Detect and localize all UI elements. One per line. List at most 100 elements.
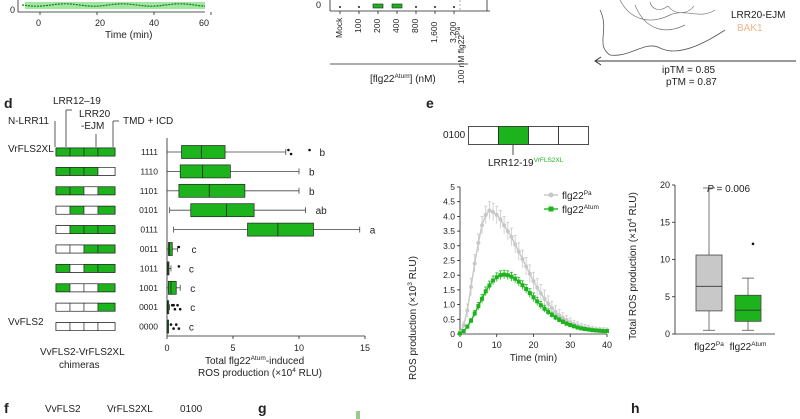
series-flg22atum-point [527,291,532,296]
construct-segment [83,264,99,273]
domain-label-tmd-icd: TMD + ICD [123,116,174,127]
significance-letter: c [190,303,195,314]
construct-segment [69,205,85,215]
series-flg22atum-point [458,331,462,336]
panel-e-box-ytick-label: 20 [660,180,670,190]
series-flg22atum-point [538,303,543,308]
series-flg22pa-point [509,234,514,239]
series-flg22pa-point [472,261,477,266]
panel-e-line-ytick-label: 2.0 [443,270,455,280]
top-left-xtick-0: 0 [36,18,42,28]
construct-segment [69,283,85,293]
series-flg22pa-point [516,249,521,254]
panel-e-line-chart: 0 0.5 1.0 1.5 2.0 2.5 3.0 3.5 4.0 4.5 5 0 10 20 30 40 Ti… [443,182,612,364]
top-mid-category-label: 800 [410,18,420,33]
row-code-label: 0001 [139,302,158,312]
top-mid-box [391,3,403,9]
series-flg22atum-point [461,329,466,334]
series-flg22pa-point [549,306,554,311]
panel-e-line-ytick-label: 3.5 [443,226,455,236]
series-flg22pa-point [461,323,466,328]
row-code-label: 0111 [140,225,158,235]
box-outlier [172,327,175,330]
series-flg22atum-point [542,306,547,311]
panel-e-line-xlabel: Time (min) [510,353,557,364]
construct-segment [69,167,85,176]
construct-segment [83,186,99,196]
top-mid-point [415,6,417,8]
construct-segment [97,147,116,157]
row-code-label: 1110 [140,166,158,176]
panel-d-xtick-label: 15 [360,343,370,353]
panel-e-box-category-label: flg22Atum [730,341,767,353]
panel-e-line-xtick-label: 40 [602,340,612,350]
top-left-ytick: 0 [10,5,16,15]
box-iqr [734,294,762,322]
series-flg22atum-point [505,273,510,278]
significance-letter: ab [316,206,328,217]
series-flg22pa-point [538,291,543,296]
panel-e-line-ytick-label: 4.0 [443,211,455,221]
box-outlier [289,152,293,156]
series-flg22atum-point [582,327,587,332]
series-flg22pa-point [480,223,485,228]
construct-segment [97,322,116,331]
panel-e-line-xtick-label: 20 [528,340,538,350]
panel-label-f: f [4,400,9,416]
panel-e-box-ytick-label: 5 [665,292,670,302]
panel-e-line-ytick-label: 2.5 [443,256,455,266]
series-flg22atum-point [480,296,485,301]
series-flg22atum-point [476,304,481,309]
top-mid-point [434,6,436,8]
construct-segment [97,167,116,176]
panel-e-box-ytick-label: 0 [665,329,670,339]
series-flg22atum-point [586,327,591,332]
box-outlier [177,265,181,268]
series-flg22pa-legend-marker [548,192,554,198]
series-flg22pa-point [560,315,565,320]
series-flg22atum-point [597,328,602,333]
domain-label-ejm: -EJM [81,121,105,132]
series-flg22atum-point [491,278,496,283]
panel-d-xlabel-line1: Total flg22Atum-induced [205,355,305,367]
construct-segment [55,322,71,331]
significance-letter: b [320,148,326,159]
construct-segment [83,283,99,293]
series-flg22atum-point [601,329,606,334]
top-mid-ytick: 0 [316,0,322,10]
series-flg22atum-point [535,299,540,304]
construct-segment [83,322,99,331]
construct-segment [55,302,71,312]
construct-code-0100: 0100 [443,130,466,141]
series-flg22atum-point [557,317,562,322]
panel-e-box-ytick-label: 10 [660,255,670,265]
panel-e-line-xtick-label: 30 [565,340,575,350]
construct-segment [69,186,85,196]
top-mid-box [372,3,384,9]
series-flg22atum-point [593,328,598,333]
top-left-xtick-60: 60 [199,18,210,28]
series-flg22pa-point [476,240,481,245]
panel-label-d: d [4,95,13,111]
series-flg22atum-point [520,283,525,288]
series-flg22pa-point [498,217,503,222]
construct-segment [69,225,85,234]
box-outlier [172,303,175,307]
panel-e-box-ylabel: Total ROS production (×104 RLU) [627,192,639,340]
top-left-series-line [21,3,206,7]
construct-segment [55,205,71,215]
series-flg22atum-point [509,274,514,279]
box-iqr [167,280,177,295]
significance-letter: c [189,264,194,275]
top-mid-category-label: 1,600 [429,21,439,43]
series-flg22atum-point [516,279,521,284]
box-outlier [176,303,179,307]
box-outlier [169,323,173,326]
series-flg22atum-point [483,289,488,294]
structure-legend-main: LRR20-EJM [731,10,786,21]
construct-segment [97,225,116,234]
series-flg22atum-point [472,311,477,316]
box-outlier [177,245,181,249]
series-flg22atum-point [498,273,503,278]
top-mid-chart [329,0,490,65]
